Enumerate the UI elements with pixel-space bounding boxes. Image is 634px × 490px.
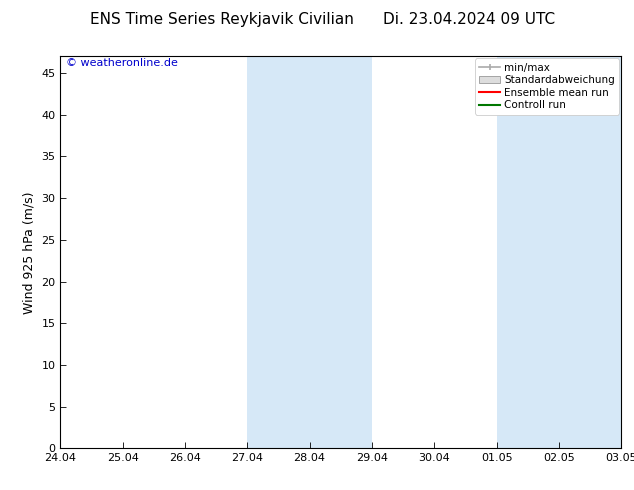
Text: © weatheronline.de: © weatheronline.de xyxy=(66,58,178,68)
Text: Di. 23.04.2024 09 UTC: Di. 23.04.2024 09 UTC xyxy=(383,12,555,27)
Text: ENS Time Series Reykjavik Civilian: ENS Time Series Reykjavik Civilian xyxy=(90,12,354,27)
Bar xyxy=(496,56,621,448)
Y-axis label: Wind 925 hPa (m/s): Wind 925 hPa (m/s) xyxy=(23,191,36,314)
Bar xyxy=(247,56,372,448)
Legend: min/max, Standardabweichung, Ensemble mean run, Controll run: min/max, Standardabweichung, Ensemble me… xyxy=(475,58,619,115)
